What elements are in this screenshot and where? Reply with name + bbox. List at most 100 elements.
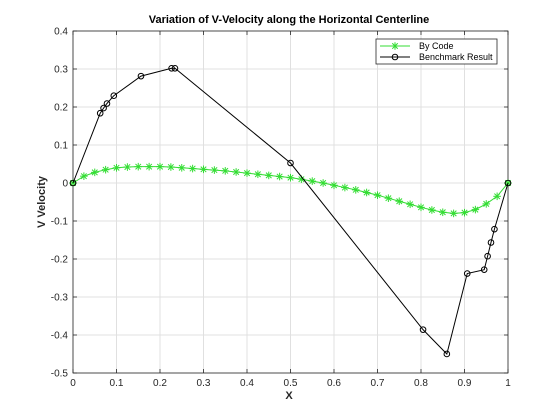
- data-point-by-code: [145, 162, 153, 171]
- legend-marker-benchmark: [391, 53, 399, 61]
- x-tick-label: 0.6: [327, 378, 341, 389]
- marker-stroke: [417, 204, 425, 211]
- y-tick-label: 0.2: [54, 103, 68, 114]
- y-tick-label: 0.4: [54, 27, 68, 38]
- legend-marker-glyph: [391, 42, 399, 50]
- data-point-by-code: [80, 172, 88, 180]
- marker-stroke: [178, 164, 185, 171]
- marker-stroke: [287, 174, 294, 181]
- marker-stroke: [200, 166, 207, 173]
- marker-stroke: [494, 193, 501, 200]
- data-point-by-code: [362, 188, 371, 197]
- axes-box: [72, 30, 509, 374]
- data-point-by-code: [275, 172, 284, 181]
- data-point-benchmark: [287, 159, 294, 167]
- data-point-benchmark: [96, 109, 104, 117]
- marker-stroke: [330, 182, 338, 189]
- data-point-benchmark: [443, 350, 451, 358]
- data-point-by-code: [188, 164, 197, 173]
- marker-stroke: [233, 168, 240, 176]
- data-point-benchmark: [103, 100, 111, 107]
- x-tick-label: 0.3: [197, 378, 211, 389]
- marker-stroke: [167, 163, 174, 171]
- x-tick-label: 0.1: [110, 378, 124, 389]
- marker-stroke: [113, 164, 120, 171]
- marker-stroke: [80, 173, 87, 180]
- y-tick-labels: 0.4 0.3 0.2 0.1 0 -0.1 -0.2 -0.3 -0.4 -0.5: [51, 27, 69, 380]
- y-axis-title: V Velocity: [36, 175, 48, 228]
- data-point-by-code: [112, 164, 121, 172]
- data-point-by-code: [221, 167, 230, 175]
- data-point-by-code: [428, 206, 436, 214]
- x-tick-label: 0.2: [153, 378, 167, 389]
- y-tick-label: 0.1: [54, 141, 68, 152]
- marker-stroke: [211, 166, 218, 174]
- marker-stroke: [309, 178, 316, 185]
- data-point-benchmark: [504, 179, 512, 187]
- y-tick-label: -0.2: [51, 255, 69, 266]
- data-point-benchmark: [100, 104, 107, 112]
- y-tick-label: -0.1: [51, 217, 69, 228]
- data-point-by-code: [199, 165, 208, 174]
- y-tick-label: -0.3: [51, 293, 69, 304]
- marker-stroke: [243, 170, 251, 177]
- marker-stroke: [222, 167, 229, 174]
- marker-stroke: [461, 209, 468, 216]
- data-point-by-code: [351, 186, 360, 194]
- data-point-by-code: [493, 192, 501, 201]
- data-point-by-code: [330, 181, 338, 190]
- chart-title: Variation of V-Velocity along the Horizo…: [149, 14, 430, 26]
- data-point-by-code: [210, 166, 219, 174]
- x-tick-label: 0.9: [458, 378, 472, 389]
- marker-stroke: [428, 206, 435, 214]
- data-point-by-code: [167, 163, 175, 171]
- marker-stroke: [265, 172, 272, 179]
- data-point-by-code: [134, 162, 143, 171]
- data-point-by-code: [232, 168, 240, 176]
- data-point-by-code: [341, 183, 349, 192]
- x-tick-label: 0.5: [284, 378, 298, 389]
- data-point-by-code: [101, 165, 110, 174]
- data-point-benchmark: [484, 252, 491, 260]
- data-point-by-code: [471, 205, 480, 214]
- data-point-by-code: [438, 208, 447, 217]
- data-point-by-code: [460, 208, 469, 217]
- marker-stroke: [254, 171, 261, 178]
- marker-stroke: [407, 201, 414, 208]
- marker-stroke: [91, 169, 98, 176]
- data-point-benchmark: [491, 225, 498, 233]
- x-tick-label: 0: [70, 378, 76, 389]
- data-point-by-code: [449, 209, 458, 218]
- marker-stroke: [156, 163, 164, 170]
- x-tick-label: 0.4: [240, 378, 254, 389]
- data-point-by-code: [264, 171, 273, 180]
- data-point-by-code: [384, 194, 393, 202]
- data-point-by-code: [177, 164, 186, 172]
- data-point-by-code: [156, 162, 164, 171]
- marker-stroke: [352, 186, 359, 193]
- data-point-by-code: [482, 200, 491, 208]
- marker-stroke: [450, 210, 457, 217]
- legend-marker-by-code: [391, 42, 399, 50]
- data-point-by-code: [395, 197, 404, 206]
- marker-stroke: [363, 189, 370, 196]
- legend-marker-glyph: [391, 53, 399, 61]
- marker-stroke: [374, 192, 381, 199]
- data-point-benchmark: [463, 270, 471, 277]
- marker-stroke: [135, 163, 142, 170]
- data-series: [69, 64, 512, 358]
- marker-stroke: [298, 176, 305, 183]
- axes: [72, 30, 509, 374]
- x-tick-label: 1: [505, 378, 511, 389]
- legend: By Code Benchmark Result: [375, 38, 498, 65]
- legend-label-benchmark: Benchmark Result: [419, 52, 493, 62]
- marker-stroke: [341, 184, 348, 191]
- y-tick-label: 0.3: [54, 65, 68, 76]
- marker-stroke: [483, 200, 490, 207]
- series-line-benchmark: [72, 67, 509, 355]
- data-point-by-code: [286, 173, 295, 182]
- x-axis-title: X: [285, 390, 293, 402]
- data-point-benchmark: [69, 179, 77, 187]
